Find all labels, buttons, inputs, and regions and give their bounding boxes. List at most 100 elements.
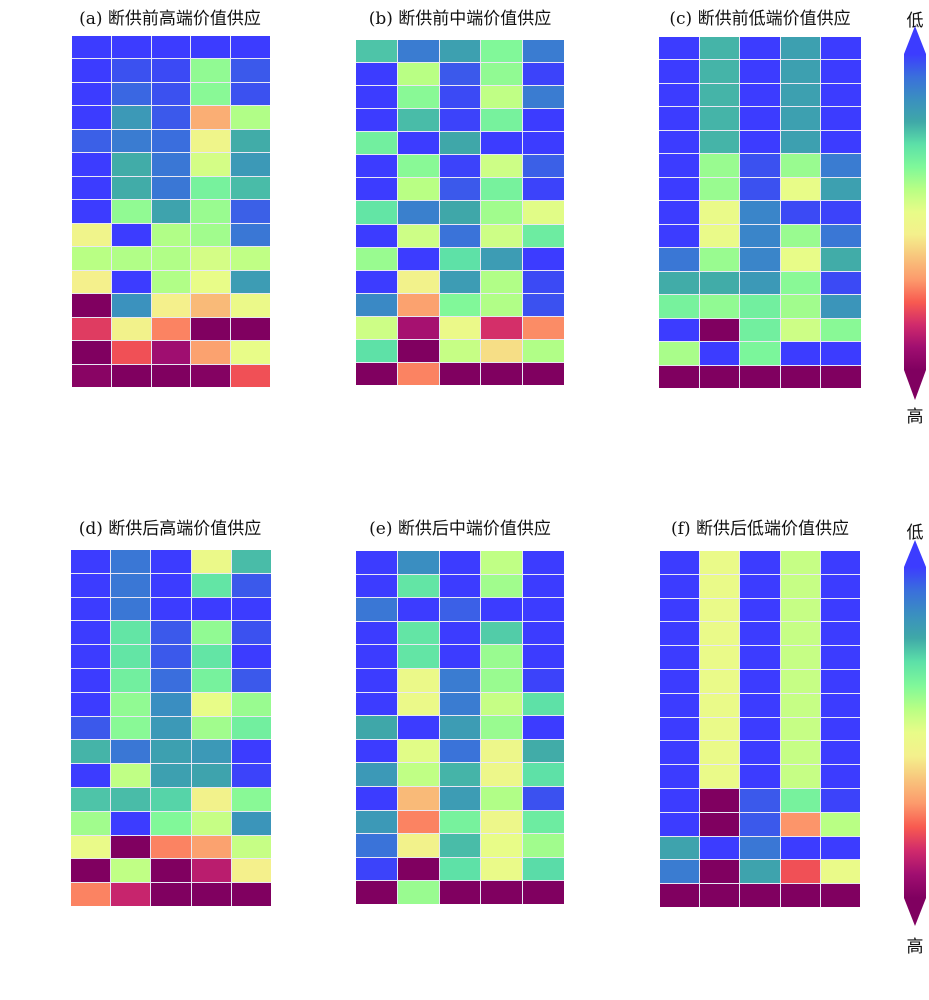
heatmap-cell <box>740 622 780 646</box>
heatmap-cell <box>397 645 439 668</box>
heatmap-cell <box>111 200 151 223</box>
heatmap-cell <box>439 247 481 270</box>
heatmap-cell <box>660 788 700 812</box>
heatmap-cell <box>780 130 821 154</box>
heatmap-cell <box>191 270 231 294</box>
heatmap-cell <box>523 834 564 857</box>
heatmap-grid <box>356 40 564 385</box>
heatmap-cell <box>700 812 740 836</box>
heatmap-cell <box>397 551 439 574</box>
heatmap-cell <box>231 82 270 106</box>
heatmap-cell <box>439 224 481 247</box>
heatmap-cell <box>523 692 564 716</box>
heatmap-cell <box>231 597 271 621</box>
heatmap-cell <box>699 83 740 107</box>
heatmap-cell <box>71 692 111 716</box>
colorbar-high-label: 高 <box>906 937 924 957</box>
heatmap-grid <box>72 36 270 387</box>
heatmap-cell <box>780 342 821 365</box>
heatmap-cell <box>151 740 191 764</box>
heatmap-cell <box>780 295 821 318</box>
heatmap-cell <box>111 153 151 176</box>
heatmap-cell <box>231 764 271 787</box>
heatmap-cell <box>191 645 231 668</box>
heatmap-cell <box>356 621 397 645</box>
heatmap-cell <box>523 40 564 63</box>
heatmap-cell <box>481 247 523 270</box>
heatmap-cell <box>111 811 151 835</box>
heatmap-cell <box>481 63 523 86</box>
heatmap-cell <box>356 132 397 155</box>
heatmap-cell <box>523 598 564 621</box>
heatmap-cell <box>740 224 780 248</box>
heatmap-cell <box>231 573 271 597</box>
heatmap-cell <box>231 859 271 883</box>
heatmap-cell <box>231 645 271 668</box>
heatmap-cell <box>439 787 481 810</box>
heatmap-cell <box>659 83 699 107</box>
heatmap-cell <box>481 739 523 763</box>
heatmap-cell <box>397 881 439 904</box>
heatmap-cell <box>111 270 151 294</box>
heatmap-cell <box>481 155 523 178</box>
heatmap-cell <box>191 859 231 883</box>
heatmap-cell <box>481 362 523 385</box>
heatmap-cell <box>780 598 820 622</box>
heatmap-cell <box>72 317 111 341</box>
heatmap-cell <box>740 765 780 788</box>
heatmap-cell <box>151 364 191 387</box>
heatmap-cell <box>780 860 820 884</box>
heatmap-cell <box>397 155 439 178</box>
heatmap-cell <box>111 835 151 859</box>
heatmap-cell <box>740 551 780 574</box>
heatmap-cell <box>111 716 151 740</box>
heatmap-cell <box>523 621 564 645</box>
heatmap-cell <box>780 248 821 271</box>
heatmap-cell <box>231 716 271 740</box>
heatmap-cell <box>821 271 861 295</box>
heatmap-cell <box>111 223 151 247</box>
heatmap-cell <box>71 716 111 740</box>
heatmap-cell <box>356 716 397 739</box>
heatmap-cell <box>780 154 821 177</box>
heatmap-cell <box>356 40 397 63</box>
heatmap-cell <box>397 247 439 270</box>
heatmap-cell <box>659 130 699 154</box>
heatmap-cell <box>820 574 860 598</box>
heatmap-cell <box>111 597 151 621</box>
heatmap-cell <box>740 365 780 388</box>
heatmap-cell <box>356 86 397 109</box>
heatmap-cell <box>481 551 523 574</box>
heatmap-cell <box>659 224 699 248</box>
heatmap-cell <box>397 787 439 810</box>
heatmap-cell <box>481 621 523 645</box>
heatmap-cell <box>740 130 780 154</box>
heatmap-cell <box>780 60 821 83</box>
heatmap-cell <box>481 293 523 316</box>
heatmap-cell <box>659 154 699 177</box>
heatmap-cell <box>699 107 740 130</box>
heatmap-cell <box>397 574 439 598</box>
heatmap-cell <box>439 362 481 385</box>
heatmap-cell <box>72 129 111 153</box>
heatmap-cell <box>523 787 564 810</box>
colorbar-low-label: 低 <box>906 11 924 31</box>
heatmap-cell <box>151 341 191 364</box>
heatmap-cell <box>356 109 397 132</box>
heatmap-cell <box>397 857 439 881</box>
heatmap-cell <box>151 129 191 153</box>
heatmap-cell <box>72 176 111 200</box>
heatmap-cell <box>356 598 397 621</box>
heatmap-cell <box>820 693 860 717</box>
heatmap-cell <box>151 645 191 668</box>
heatmap-cell <box>523 763 564 786</box>
heatmap-cell <box>740 318 780 342</box>
heatmap-cell <box>356 293 397 316</box>
heatmap-cell <box>191 716 231 740</box>
heatmap-cell <box>439 621 481 645</box>
heatmap-cell <box>821 201 861 224</box>
heatmap-cell <box>191 106 231 129</box>
heatmap-cell <box>356 316 397 339</box>
heatmap-cell <box>820 646 860 669</box>
heatmap-cell <box>439 132 481 155</box>
